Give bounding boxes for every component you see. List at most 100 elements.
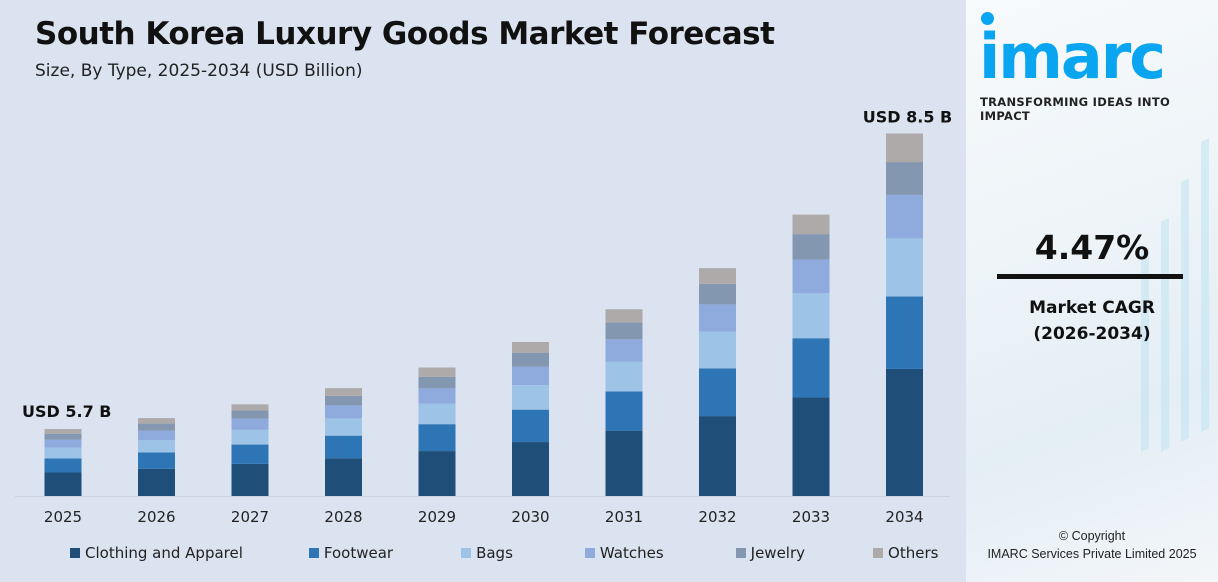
cagr-period: (2026-2034) [1033,324,1151,344]
bar-segment-watches [231,418,269,430]
bar-segment-bags [512,385,549,410]
bar-segment-others [512,342,549,353]
bar-segment-bags [44,447,82,459]
bar-segment-jewelry [418,376,456,389]
imarc-logo: imarc [979,20,1166,93]
bar-segment-footwear [418,424,456,452]
x-tick-label: 2031 [605,508,643,526]
bar-segment-clothing-and-apparel [138,468,175,496]
legend-swatch [308,548,319,558]
bar-segment-others [44,429,82,434]
legend-item: Jewelry [735,544,806,562]
bar-segment-clothing-and-apparel [418,451,456,496]
bar-segment-bags [325,418,362,436]
info-panel: imarc TRANSFORMING IDEAS INTO IMPACT 4.4… [966,0,1218,582]
legend-item: Bags [461,544,513,562]
bar-segment-watches [886,194,923,239]
legend-item: Footwear [308,544,394,562]
bar-segment-clothing-and-apparel [605,430,643,496]
x-tick-label: 2029 [418,508,456,526]
bar-segment-watches [44,439,82,448]
bar-segment-clothing-and-apparel [699,416,736,496]
bar-segment-others [792,214,830,235]
x-tick-label: 2028 [324,508,362,526]
legend-item: Watches [584,544,664,562]
background-decoration [1201,138,1209,432]
bar-segment-watches [699,304,736,332]
legend: Clothing and Apparel Footwear Bags Watches J… [70,544,938,562]
bar-segment-watches [792,259,830,294]
x-tick-label: 2026 [137,508,175,526]
legend-swatch [584,548,595,558]
legend-swatch [461,548,472,558]
legend-label: Bags [476,544,513,562]
x-tick-label: 2034 [885,508,923,526]
bar-segment-footwear [886,296,923,369]
bar-segment-watches [325,405,362,419]
bar-segment-jewelry [699,283,736,305]
total-data-label: USD 5.7 B [22,402,111,421]
bar-segment-jewelry [138,423,175,431]
x-tick-label: 2032 [698,508,736,526]
legend-label: Watches [599,544,664,562]
copyright-company: IMARC Services Private Limited 2025 [987,547,1197,561]
bar-segment-bags [886,238,923,297]
bar-segment-footwear [699,368,736,417]
bar-segment-jewelry [792,234,830,260]
bar-segment-others [418,367,456,377]
bar-segment-clothing-and-apparel [792,397,830,496]
cagr-value: 4.47% [1034,228,1150,267]
bar-segment-watches [418,388,456,404]
bar-segment-footwear [231,444,269,464]
x-tick-label: 2030 [511,508,549,526]
bar-segment-jewelry [886,162,923,195]
bar-segment-clothing-and-apparel [512,442,549,496]
bar-segment-jewelry [231,410,269,419]
bar-segment-bags [138,439,175,453]
legend-swatch [70,548,80,558]
bar-segment-watches [512,366,549,386]
cagr-divider [997,274,1183,279]
logo-dot-icon [981,12,994,25]
bar-segment-footwear [605,391,643,431]
cagr-label: Market CAGR (2026-2034) [966,295,1218,347]
legend-label: Footwear [323,544,394,562]
bar-segment-clothing-and-apparel [44,472,82,496]
bar-segment-others [138,418,175,424]
x-tick-label: 2033 [792,508,830,526]
copyright-line: © Copyright [1058,529,1126,543]
bar-segment-others [699,268,736,284]
legend-label: Jewelry [750,544,806,562]
bar-segment-watches [138,430,175,440]
bar-segment-bags [418,403,456,425]
bar-segment-footwear [44,458,82,473]
bar-segment-others [886,133,923,163]
legend-item: Clothing and Apparel [70,544,243,562]
bar-segment-bags [231,429,269,445]
x-tick-label: 2027 [231,508,269,526]
bar-segment-footwear [512,409,549,443]
bar-segment-jewelry [44,433,82,440]
chart-subtitle: Size, By Type, 2025-2034 (USD Billion) [35,61,363,81]
bar-segment-watches [605,339,643,362]
legend-swatch [873,548,884,558]
bar-segment-others [605,309,643,323]
stacked-bar-chart: 2025 USD 5.7 B 2026 2027 2028 2029 2030 2031 203… [15,107,952,526]
bar-segment-clothing-and-apparel [325,458,362,496]
bar-segment-clothing-and-apparel [231,463,269,496]
bar-segment-footwear [138,452,175,469]
bar-segment-jewelry [325,395,362,406]
bar-segment-bags [699,331,736,369]
chart-panel: South Korea Luxury Goods Market Forecast… [15,16,953,562]
bar-segment-bags [605,361,643,392]
total-data-label: USD 8.5 B [863,107,952,126]
legend-swatch [735,548,746,558]
cagr-label-text: Market CAGR [1029,298,1155,318]
x-tick-label: 2025 [44,508,82,526]
bar-segment-others [231,404,269,411]
bar-segment-footwear [325,435,362,459]
legend-item: Others [873,544,938,562]
logo-tagline: TRANSFORMING IDEAS INTO IMPACT [980,95,1171,123]
bar-segment-others [325,388,362,396]
legend-label: Clothing and Apparel [85,544,243,562]
